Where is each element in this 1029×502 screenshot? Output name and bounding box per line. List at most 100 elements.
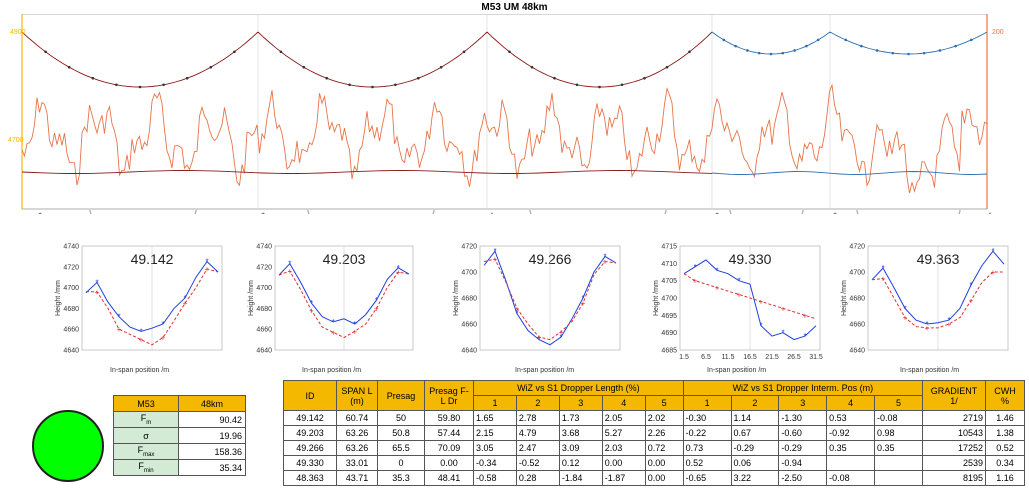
dropper-point	[233, 50, 236, 54]
table-cell: 3.22	[730, 470, 780, 486]
wiz-point: *	[925, 320, 928, 329]
s1-point: +	[139, 336, 144, 345]
s1-point: +	[581, 299, 586, 308]
x-axis-label: In-span position /m	[110, 367, 169, 374]
table-row: 49.142 60.74 50 59.80 1.65 2.78 1.73 2.05 2.02 -0…	[283, 410, 1025, 426]
table-cell: 2.02	[644, 410, 684, 426]
right-tick: 200	[992, 29, 1004, 36]
wiz-point: *	[881, 264, 884, 273]
s1-point: +	[515, 304, 520, 313]
table-cell: 1.16	[985, 470, 1025, 486]
table-cell: 8195	[922, 470, 986, 486]
subcol-4: 5	[644, 395, 684, 411]
table-cell: 50	[377, 410, 425, 426]
table-cell: 10543	[922, 425, 986, 441]
table-cell: -1.30	[778, 410, 828, 426]
dropper-point	[371, 85, 374, 89]
left-tick-mid: 4700	[8, 137, 24, 144]
subcol-8: 4	[826, 395, 875, 411]
stats-header-line: M53	[113, 395, 179, 412]
table-cell: 59.80	[424, 410, 474, 426]
table-cell: -0.65	[682, 470, 732, 486]
table-cell: 0.98	[873, 425, 924, 441]
table-cell: 2.78	[515, 410, 560, 426]
table-cell: -0.60	[778, 425, 828, 441]
x-tick-label: 16.5	[743, 354, 757, 361]
table-cell: 49.330	[283, 455, 337, 471]
wiz-point: *	[310, 299, 313, 308]
dropper-point	[781, 51, 785, 55]
table-cell: -0.30	[682, 410, 732, 426]
table-cell: 0.12	[558, 455, 603, 471]
y-tick-label: 4640	[849, 348, 865, 355]
wiz-point: *	[375, 296, 378, 305]
s1-point: +	[903, 314, 908, 323]
table-cell: 1.14	[730, 410, 780, 426]
wiz-point: *	[515, 310, 518, 319]
y-tick-label: 4740	[256, 244, 272, 251]
table-cell	[873, 470, 924, 486]
dropper-point	[769, 52, 773, 56]
dropper-point	[860, 44, 863, 48]
y-tick-label: 4700	[849, 270, 865, 277]
s1-point: +	[205, 265, 210, 274]
dropper-point	[688, 50, 691, 54]
y-axis-label: Height /mm	[453, 280, 460, 316]
y-tick-label: 4680	[461, 296, 477, 303]
subcol-6: 2	[730, 395, 780, 411]
subcol-2: 3	[558, 395, 603, 411]
y-tick-label: 4695	[661, 313, 677, 320]
wiz-point: *	[493, 247, 496, 256]
baseline-trace	[21, 170, 713, 174]
table-cell: 0.35	[826, 440, 875, 456]
wiz-point: *	[139, 327, 142, 336]
table-cell: 2539	[922, 455, 986, 471]
y-tick-label: 4720	[63, 264, 79, 271]
table-cell: 63.26	[336, 425, 378, 441]
table-cell: -2.50	[778, 470, 828, 486]
x-tick-label: 6.5	[701, 354, 711, 361]
y-tick-label: 4660	[461, 322, 477, 329]
y-tick-label: 4660	[63, 327, 79, 334]
table-cell: 0.67	[730, 425, 780, 441]
s1-point: +	[161, 334, 166, 343]
table-cell: -0.08	[826, 470, 875, 486]
dropper-point	[805, 44, 808, 48]
dropper-point	[722, 38, 726, 42]
table-cell: 0.28	[515, 470, 560, 486]
table-cell: 0.53	[826, 410, 875, 426]
dropper-point	[553, 76, 556, 80]
stats-table: M53 48km Fm 90.42 σ 19.96 Fmax 158.36 Fm…	[113, 395, 246, 476]
table-cell: -0.22	[682, 425, 732, 441]
table-cell: -0.29	[730, 440, 780, 456]
s1-point: +	[117, 325, 122, 334]
table-cell: 0.52	[985, 440, 1025, 456]
dropper-point	[746, 49, 749, 52]
dropper-point	[643, 76, 646, 80]
s1-point: +	[881, 275, 886, 284]
wiz-point: *	[581, 294, 584, 303]
wiz-point: *	[537, 336, 540, 345]
wiz-series-line	[278, 262, 410, 325]
dropper-point	[115, 83, 118, 87]
wiz-point: *	[353, 320, 356, 329]
dropper-point	[279, 50, 283, 54]
table-cell: 1.46	[985, 410, 1025, 426]
table-cell: 1.65	[473, 410, 517, 426]
col-wiz-length: WiZ vs S1 Dropper Length (%)	[473, 380, 684, 396]
y-tick-label: 4685	[661, 348, 677, 355]
y-tick-label: 4660	[256, 327, 272, 334]
dropper-point	[757, 51, 761, 55]
table-cell: 48.363	[283, 470, 337, 486]
main-title: M53 UM 48km	[481, 2, 548, 13]
table-row: 48.363 43.71 35.3 48.41 -0.58 0.28 -1.84 -1.87 0…	[283, 470, 1025, 486]
dropper-point	[665, 65, 669, 69]
y-tick-label: 4680	[849, 296, 865, 303]
dropper-point	[302, 65, 306, 69]
wiz-point: *	[95, 278, 98, 287]
s1-point: +	[352, 327, 357, 336]
table-cell: 57.44	[424, 425, 474, 441]
y-tick-label: 4710	[661, 261, 677, 268]
dropper-point	[67, 65, 71, 69]
overview-x-label: 49.330	[700, 212, 722, 214]
